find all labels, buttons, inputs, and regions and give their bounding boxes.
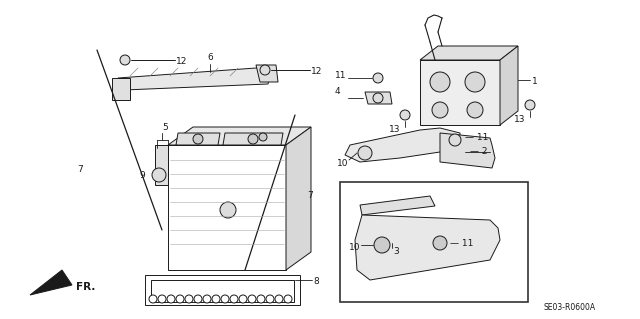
- Text: 8: 8: [313, 278, 319, 286]
- Circle shape: [220, 202, 236, 218]
- Text: 3: 3: [393, 248, 399, 256]
- Circle shape: [259, 133, 267, 141]
- Circle shape: [260, 65, 270, 75]
- Polygon shape: [360, 196, 435, 215]
- Circle shape: [373, 73, 383, 83]
- Polygon shape: [286, 127, 311, 270]
- Text: 10: 10: [337, 159, 348, 167]
- Circle shape: [373, 93, 383, 103]
- Polygon shape: [155, 145, 168, 185]
- Circle shape: [185, 295, 193, 303]
- Text: — 11: — 11: [450, 239, 474, 248]
- Bar: [145, 275, 300, 305]
- Circle shape: [275, 295, 283, 303]
- Circle shape: [449, 134, 461, 146]
- Text: 12: 12: [176, 57, 188, 66]
- Circle shape: [193, 134, 203, 144]
- Polygon shape: [440, 133, 495, 168]
- Text: 10: 10: [349, 243, 360, 253]
- Text: FR.: FR.: [76, 282, 95, 292]
- Circle shape: [203, 295, 211, 303]
- Circle shape: [158, 295, 166, 303]
- Circle shape: [358, 146, 372, 160]
- Polygon shape: [256, 65, 278, 82]
- Text: 13: 13: [389, 125, 401, 135]
- Text: 13: 13: [515, 115, 525, 124]
- Circle shape: [149, 295, 157, 303]
- Circle shape: [432, 102, 448, 118]
- Polygon shape: [118, 68, 270, 90]
- Circle shape: [221, 295, 229, 303]
- Text: — 2: — 2: [470, 147, 488, 157]
- Bar: [420, 60, 500, 125]
- Circle shape: [176, 295, 184, 303]
- Text: 1: 1: [532, 78, 538, 86]
- Polygon shape: [345, 128, 460, 162]
- Polygon shape: [500, 46, 518, 125]
- Circle shape: [400, 110, 410, 120]
- Circle shape: [430, 72, 450, 92]
- Text: — 11: — 11: [465, 132, 488, 142]
- Circle shape: [152, 168, 166, 182]
- Circle shape: [167, 295, 175, 303]
- Circle shape: [248, 295, 256, 303]
- Polygon shape: [223, 133, 283, 145]
- Circle shape: [194, 295, 202, 303]
- Text: 11: 11: [335, 71, 346, 80]
- Circle shape: [266, 295, 274, 303]
- Polygon shape: [420, 46, 518, 60]
- Circle shape: [248, 134, 258, 144]
- Polygon shape: [112, 78, 130, 100]
- Bar: [168, 145, 286, 270]
- Circle shape: [257, 295, 265, 303]
- Circle shape: [284, 295, 292, 303]
- Circle shape: [467, 102, 483, 118]
- Text: 7: 7: [77, 166, 83, 174]
- Circle shape: [230, 295, 238, 303]
- Text: 12: 12: [311, 68, 323, 77]
- Text: SE03-R0600A: SE03-R0600A: [543, 303, 595, 313]
- Circle shape: [374, 237, 390, 253]
- Polygon shape: [355, 215, 500, 280]
- Text: 4: 4: [335, 87, 340, 97]
- Polygon shape: [168, 127, 311, 145]
- Circle shape: [212, 295, 220, 303]
- Bar: [340, 182, 528, 302]
- Bar: [151, 280, 294, 302]
- Text: 7: 7: [307, 190, 313, 199]
- Circle shape: [433, 236, 447, 250]
- Text: 6: 6: [207, 54, 213, 63]
- Polygon shape: [176, 133, 220, 145]
- Text: 5: 5: [162, 123, 168, 132]
- Circle shape: [465, 72, 485, 92]
- Text: 9: 9: [140, 170, 145, 180]
- Circle shape: [525, 100, 535, 110]
- Circle shape: [120, 55, 130, 65]
- Polygon shape: [365, 92, 392, 104]
- Circle shape: [239, 295, 247, 303]
- Polygon shape: [30, 270, 72, 295]
